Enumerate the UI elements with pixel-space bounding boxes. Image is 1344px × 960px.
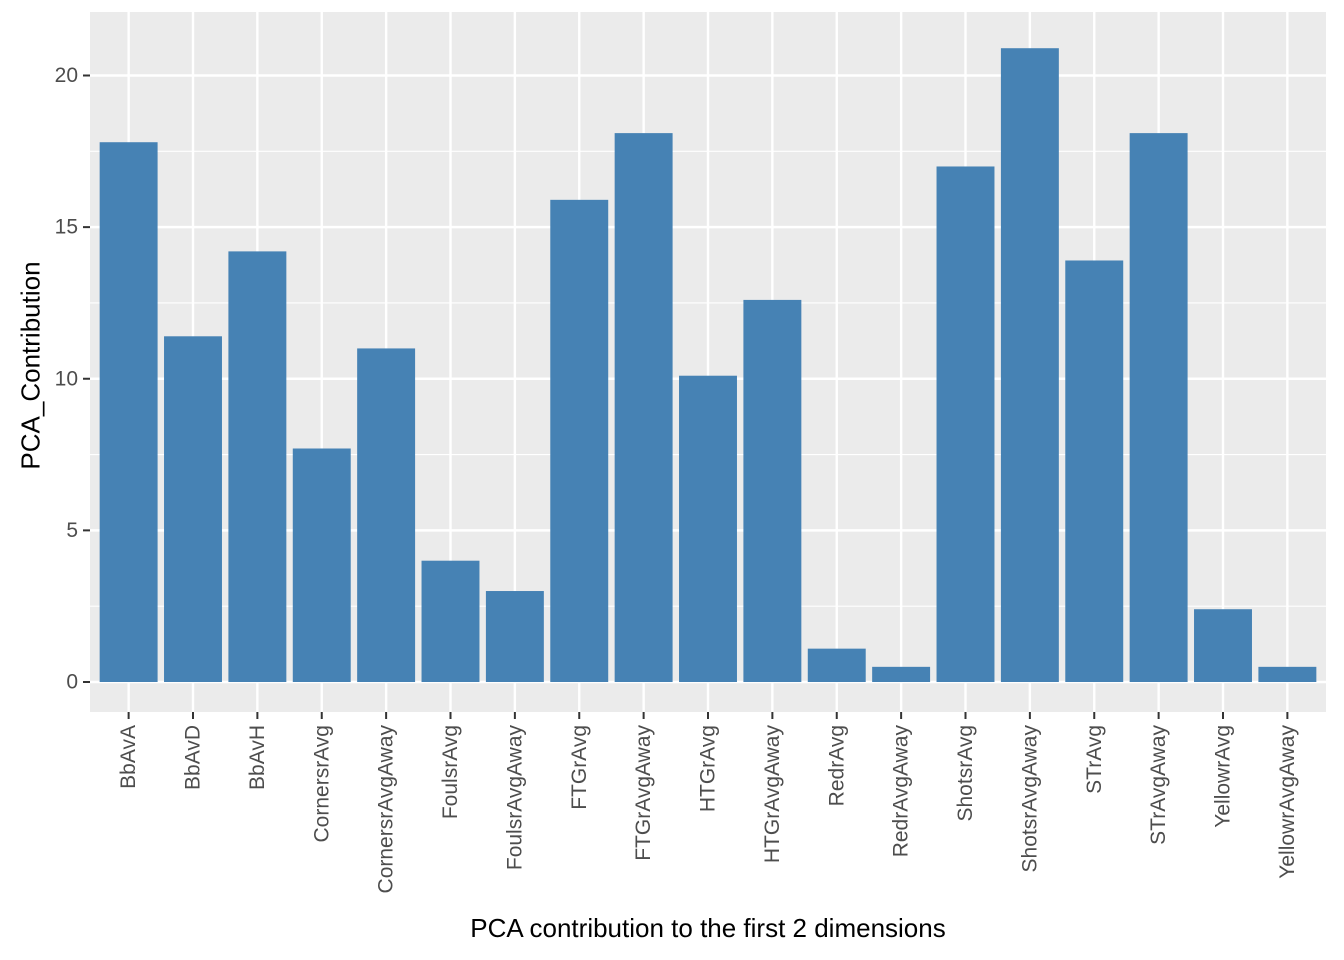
bar-STrAvg	[1065, 260, 1124, 682]
bar-RedrAvgAway	[872, 666, 931, 682]
x-axis: BbAvA BbAvD BbAvH CornersrAvg CornersrAvgAwa…	[117, 712, 1299, 893]
x-tick-label: BbAvA	[117, 725, 140, 789]
y-tick-label: 20	[55, 64, 78, 87]
bar-STrAvgAway	[1129, 133, 1188, 682]
bar-BbAvD	[164, 336, 222, 682]
x-tick-label: FTGrAvgAway	[632, 725, 655, 861]
x-tick-label: RedrAvgAway	[890, 725, 913, 858]
y-tick-label: 10	[55, 367, 78, 390]
bar-BbAvA	[99, 142, 158, 683]
y-tick-label: 5	[66, 519, 78, 542]
y-tick-label: 0	[66, 671, 78, 694]
x-tick-label: RedrAvg	[825, 725, 848, 806]
y-axis: 0 5 10 15 20	[55, 64, 90, 694]
bar-HTGrAvg	[679, 375, 737, 682]
x-tick-label: HTGrAvg	[697, 725, 720, 812]
bar-ShotsrAvg	[936, 166, 995, 683]
y-axis-title-wrap: PCA_Contribution	[14, 0, 48, 960]
bar-RedrAvg	[807, 648, 866, 682]
bar-CornersrAvgAway	[357, 348, 416, 682]
y-axis-title: PCA_Contribution	[15, 260, 46, 470]
x-tick-label: ShotsrAvgAway	[1018, 725, 1041, 873]
bar-CornersrAvg	[292, 448, 351, 682]
x-tick-label: CornersrAvgAway	[375, 725, 398, 894]
x-tick-label: ShotsrAvg	[954, 725, 977, 822]
x-axis-title: PCA contribution to the first 2 dimensio…	[470, 913, 946, 943]
x-tick-label: FoulsrAvg	[439, 725, 462, 819]
bars	[99, 48, 1317, 683]
x-tick-label: BbAvD	[182, 725, 205, 790]
x-tick-label: FTGrAvg	[568, 725, 591, 810]
x-tick-label: STrAvg	[1083, 725, 1106, 794]
bar-BbAvH	[228, 251, 287, 682]
y-tick-label: 15	[55, 216, 78, 239]
x-tick-label: STrAvgAway	[1147, 725, 1170, 845]
bar-YellowrAvgAway	[1258, 666, 1317, 682]
bar-FTGrAvg	[550, 199, 609, 682]
x-tick-label: CornersrAvg	[310, 725, 333, 843]
bar-FoulsrAvg	[421, 560, 480, 682]
x-tick-label: HTGrAvgAway	[761, 725, 784, 864]
x-tick-label: FoulsrAvgAway	[503, 725, 526, 871]
bar-FTGrAvgAway	[614, 133, 673, 682]
bar-HTGrAvgAway	[743, 299, 802, 682]
x-tick-label: YellowrAvg	[1212, 725, 1235, 828]
x-tick-label: YellowrAvgAway	[1276, 725, 1299, 879]
bar-YellowrAvg	[1194, 609, 1252, 682]
bar-ShotsrAvgAway	[1000, 48, 1059, 682]
bar-FoulsrAvgAway	[485, 591, 544, 682]
x-tick-label: BbAvH	[246, 725, 269, 790]
